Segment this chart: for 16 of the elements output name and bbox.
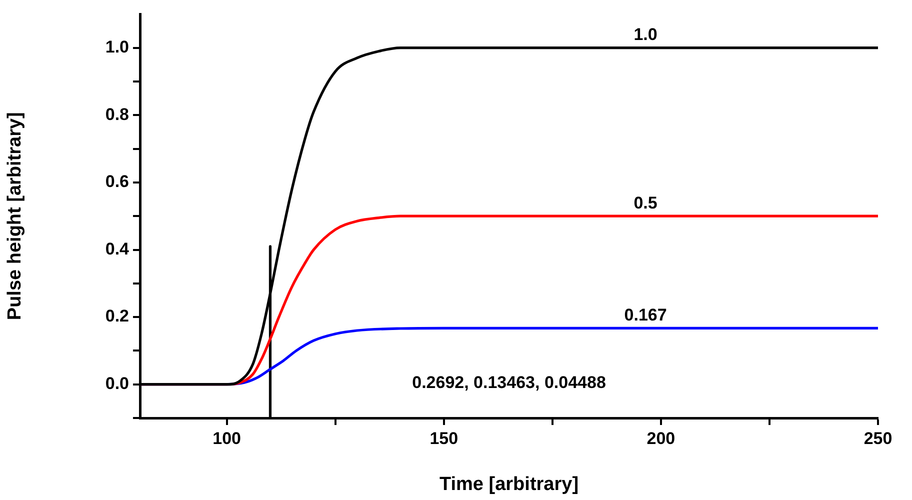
- y-tick-label: 0.2: [105, 306, 129, 326]
- y-axis-title: Pulse height [arbitrary]: [4, 112, 26, 320]
- x-axis-title: Time [arbitrary]: [439, 474, 579, 495]
- x-tick-label: 200: [646, 428, 676, 448]
- y-tick-label: 0.0: [105, 374, 129, 394]
- y-tick-label: 1.0: [105, 38, 129, 57]
- y-tick-label: 0.4: [105, 239, 130, 258]
- x-tick-label: 150: [430, 428, 458, 448]
- x-tick-label: 100: [212, 428, 242, 448]
- series-label: 0.167: [624, 305, 667, 324]
- y-tick-label: 0.6: [105, 172, 129, 192]
- series-label: 1.0: [634, 25, 658, 44]
- annotation: 0.2692, 0.13463, 0.04488: [412, 373, 606, 392]
- y-tick-label: 0.8: [105, 104, 129, 124]
- series-label: 0.5: [634, 193, 658, 212]
- x-tick-label: 250: [864, 428, 892, 448]
